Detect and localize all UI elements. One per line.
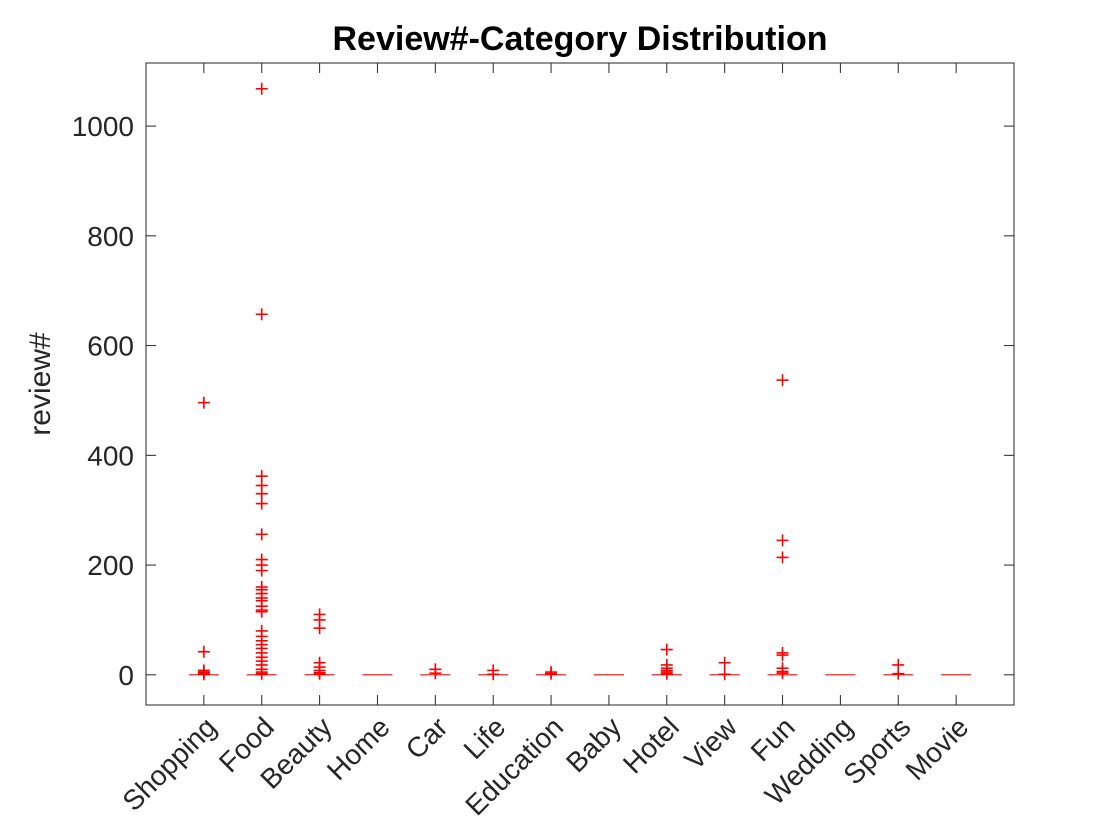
- outlier-marker: [776, 534, 789, 547]
- x-tick-label: Hotel: [617, 711, 685, 779]
- chart-title: Review#-Category Distribution: [333, 20, 828, 58]
- x-tick-label: Movie: [900, 711, 975, 786]
- y-tick-label: 800: [87, 221, 134, 252]
- x-tick-label: Sports: [837, 711, 916, 790]
- outlier-marker: [255, 528, 268, 541]
- y-axis-label: review#: [24, 332, 57, 436]
- y-axis: 0 200 400 600 800 1000: [72, 111, 1014, 691]
- outlier-marker: [776, 374, 789, 387]
- outlier-marker: [255, 497, 268, 510]
- outlier-marker: [718, 656, 731, 669]
- outlier-marker: [255, 667, 268, 680]
- plot-area-frame: [145, 62, 1015, 706]
- outlier-marker: [660, 643, 673, 656]
- outlier-marker: [255, 308, 268, 321]
- outlier-marker: [776, 649, 789, 662]
- outlier-marker: [197, 668, 210, 681]
- outlier-markers: [197, 82, 905, 681]
- outlier-marker: [545, 667, 558, 680]
- outlier-marker: [197, 645, 210, 658]
- outlier-marker: [197, 396, 210, 409]
- x-tick-label: View: [678, 711, 743, 776]
- outlier-marker: [892, 667, 905, 680]
- outlier-marker: [660, 667, 673, 680]
- outlier-marker: [313, 622, 326, 635]
- x-tick-label: Home: [321, 711, 396, 786]
- y-tick-label: 600: [87, 331, 134, 362]
- outlier-marker: [718, 668, 731, 681]
- x-tick-label: Shopping: [117, 711, 223, 817]
- outlier-marker: [313, 667, 326, 680]
- y-tick-label: 200: [87, 550, 134, 581]
- x-tick-label: Car: [400, 711, 454, 765]
- outlier-marker: [255, 564, 268, 577]
- y-tick-label: 1000: [72, 111, 134, 142]
- y-tick-label: 0: [118, 660, 134, 691]
- x-tick-label: Baby: [560, 711, 627, 778]
- outlier-marker: [487, 668, 500, 681]
- outlier-marker: [255, 605, 268, 618]
- y-tick-label: 400: [87, 440, 134, 471]
- outlier-marker: [776, 667, 789, 680]
- outlier-marker: [255, 82, 268, 95]
- outlier-marker: [429, 667, 442, 680]
- outlier-marker: [776, 551, 789, 564]
